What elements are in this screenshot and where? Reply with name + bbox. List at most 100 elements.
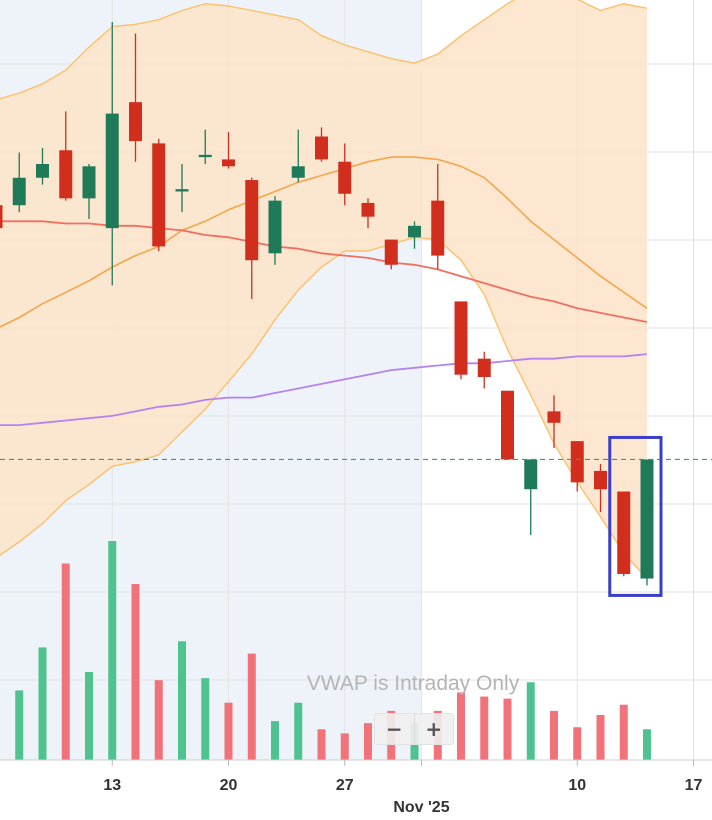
x-axis-background xyxy=(0,760,712,820)
volume-bar xyxy=(294,702,303,760)
candle[interactable] xyxy=(361,198,375,229)
volume-bar xyxy=(643,729,651,760)
candle-body xyxy=(198,154,212,158)
x-tick-label: 27 xyxy=(336,777,354,794)
short-moving-average-line xyxy=(0,156,648,328)
candle[interactable] xyxy=(431,164,445,270)
candle-body xyxy=(617,491,631,574)
candle[interactable] xyxy=(82,164,96,219)
volume-bar xyxy=(224,702,233,760)
candle[interactable] xyxy=(152,138,166,252)
candle-body xyxy=(129,102,142,142)
candle-body xyxy=(59,150,73,199)
volume-bar xyxy=(619,704,628,760)
candle[interactable] xyxy=(105,22,119,286)
highlight-box xyxy=(608,435,663,597)
volume-bar xyxy=(480,696,489,760)
volume-bar xyxy=(340,733,349,760)
zoom-out-button[interactable]: − xyxy=(385,717,403,741)
volume-bar xyxy=(550,710,558,760)
candle[interactable] xyxy=(291,129,305,183)
candle-body xyxy=(524,459,538,490)
volume-bar xyxy=(201,678,210,760)
volume-bar xyxy=(131,583,140,760)
volume-bar xyxy=(61,563,70,760)
volume-bar xyxy=(503,698,512,760)
volume-bar xyxy=(526,682,535,760)
candle-body xyxy=(222,159,235,167)
x-tick-label: 13 xyxy=(103,777,121,794)
x-tick-label: 20 xyxy=(220,777,238,794)
candle[interactable] xyxy=(175,164,189,213)
candle[interactable] xyxy=(617,491,631,577)
indicator-lines xyxy=(0,156,648,427)
candle[interactable] xyxy=(454,301,468,380)
candle-body xyxy=(501,390,514,460)
candle-body xyxy=(12,177,26,206)
candle[interactable] xyxy=(36,147,49,185)
candle-body xyxy=(152,143,166,247)
candle-body xyxy=(431,200,445,256)
x-axis: 13 20 27 Nov '25 10 17 xyxy=(0,759,712,820)
candle-body xyxy=(291,166,305,178)
volume-bar xyxy=(247,653,256,760)
candle-body xyxy=(408,225,421,238)
volume-bar xyxy=(271,721,279,760)
candle[interactable] xyxy=(0,201,3,254)
chart-overlays xyxy=(0,435,712,597)
x-tick-label: 10 xyxy=(568,777,586,794)
vwap-intraday-watermark: VWAP is Intraday Only xyxy=(307,672,520,695)
vwap-line xyxy=(0,353,648,427)
candle-body xyxy=(384,239,398,265)
candle-body xyxy=(105,113,119,229)
candlesticks[interactable] xyxy=(0,22,654,586)
zoom-controls: − + xyxy=(374,713,454,745)
volume-bar xyxy=(108,541,117,760)
candle-body xyxy=(82,166,96,199)
candle[interactable] xyxy=(129,33,142,162)
candle[interactable] xyxy=(594,464,607,513)
volume-bar xyxy=(457,692,465,760)
volume-bar xyxy=(178,641,186,760)
candle[interactable] xyxy=(384,239,398,270)
volume-bar xyxy=(317,729,326,760)
candle-body xyxy=(0,205,3,229)
x-tick-label: 17 xyxy=(685,777,703,794)
candle-body xyxy=(36,164,49,178)
candle[interactable] xyxy=(477,351,491,389)
candle[interactable] xyxy=(268,196,282,265)
volume-bar xyxy=(38,647,47,760)
candle[interactable] xyxy=(59,111,73,201)
zoom-in-button[interactable]: + xyxy=(413,714,454,744)
volume-bar xyxy=(364,723,372,760)
candle[interactable] xyxy=(315,127,328,162)
volume-bar xyxy=(596,714,605,760)
candle[interactable] xyxy=(12,152,26,213)
volume-bar xyxy=(573,727,582,760)
candle-body xyxy=(640,459,654,579)
band-lower-line xyxy=(0,236,648,579)
candle-body xyxy=(454,301,468,375)
candle[interactable] xyxy=(222,131,235,169)
band-upper-line xyxy=(0,0,648,100)
candle-body xyxy=(338,161,352,194)
candle-body xyxy=(361,202,375,217)
volume-bar xyxy=(15,690,24,760)
candle[interactable] xyxy=(640,459,654,586)
candle[interactable] xyxy=(338,143,352,206)
candle-body xyxy=(547,411,561,423)
candle-body xyxy=(245,180,259,261)
candle-body xyxy=(477,358,491,377)
candle-body xyxy=(594,470,607,490)
candle[interactable] xyxy=(570,441,584,492)
candle[interactable] xyxy=(198,129,212,164)
candle[interactable] xyxy=(524,459,538,536)
candle[interactable] xyxy=(501,390,514,460)
candle[interactable] xyxy=(408,221,421,249)
candle[interactable] xyxy=(245,177,259,300)
candle-body xyxy=(570,441,584,483)
candle-body xyxy=(315,136,328,160)
candle-body xyxy=(175,189,189,192)
candle[interactable] xyxy=(547,395,561,448)
